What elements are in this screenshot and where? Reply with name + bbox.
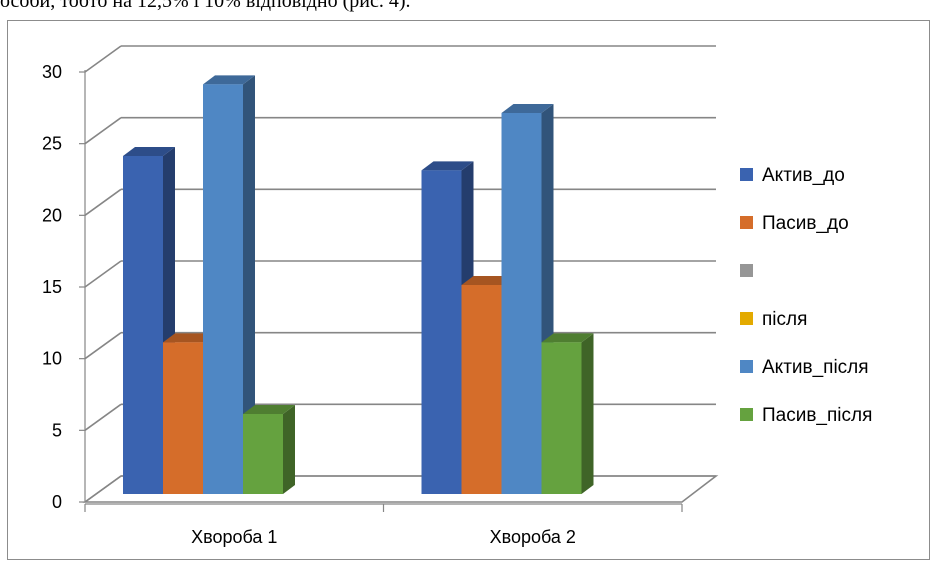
bar-front — [243, 414, 283, 494]
y-tick-label: 25 — [42, 134, 62, 154]
y-tick-label: 15 — [42, 277, 62, 297]
y-tick-label: 20 — [42, 205, 62, 225]
bar-top — [203, 75, 255, 85]
legend: Актив_до Пасив_до після Актив_після Пасив_пі… — [740, 165, 872, 426]
bar-front — [163, 342, 203, 494]
legend-swatch — [740, 408, 753, 421]
legend-swatch — [740, 360, 753, 373]
gridline-depth — [84, 117, 122, 145]
legend-label: Актив_до — [762, 165, 845, 186]
bar-top — [541, 333, 594, 343]
y-tick-label: 5 — [52, 420, 62, 440]
bar-top — [421, 161, 474, 171]
bar-top — [163, 333, 215, 343]
bar-front — [501, 113, 542, 494]
axis-labels: 0 5 10 15 20 25 30 Хвороба 1 Хвороба 2 — [42, 62, 576, 547]
x-category-label: Хвороба 2 — [490, 527, 576, 547]
legend-label: Актив_після — [762, 357, 869, 378]
legend-swatch — [740, 312, 753, 325]
gridline-depth — [84, 332, 122, 360]
x-category-label: Хвороба 1 — [191, 527, 277, 547]
bar-front — [541, 342, 582, 494]
chart-floor — [82, 475, 719, 503]
bar-front — [123, 156, 163, 494]
bar-front — [203, 84, 243, 494]
gridline-depth — [84, 188, 122, 216]
legend-label: Пасив_після — [762, 405, 872, 426]
bar-top — [501, 104, 554, 113]
legend-label: після — [762, 309, 807, 330]
y-tick-label: 30 — [42, 62, 62, 82]
legend-swatch — [740, 168, 753, 181]
gridline-depth — [84, 45, 122, 73]
gridline-depth — [84, 403, 122, 431]
axes — [79, 70, 719, 512]
bar-top — [123, 147, 175, 156]
bar-front — [461, 285, 502, 494]
y-tick-label: 0 — [52, 492, 62, 512]
bar-front — [421, 170, 462, 495]
bar-top — [461, 276, 514, 285]
legend-swatch — [740, 264, 753, 277]
gridline-depth — [84, 260, 122, 288]
bar-side — [283, 405, 295, 494]
bar-side — [243, 75, 255, 494]
bars — [123, 75, 594, 495]
bar-top — [243, 405, 295, 414]
bar-side — [581, 333, 594, 494]
y-tick-label: 10 — [42, 349, 62, 369]
legend-swatch — [740, 216, 753, 229]
document-caption-fragment: особи, тобто на 12,5% і 10% відповідно (… — [0, 0, 411, 12]
legend-label: Пасив_до — [762, 213, 849, 234]
